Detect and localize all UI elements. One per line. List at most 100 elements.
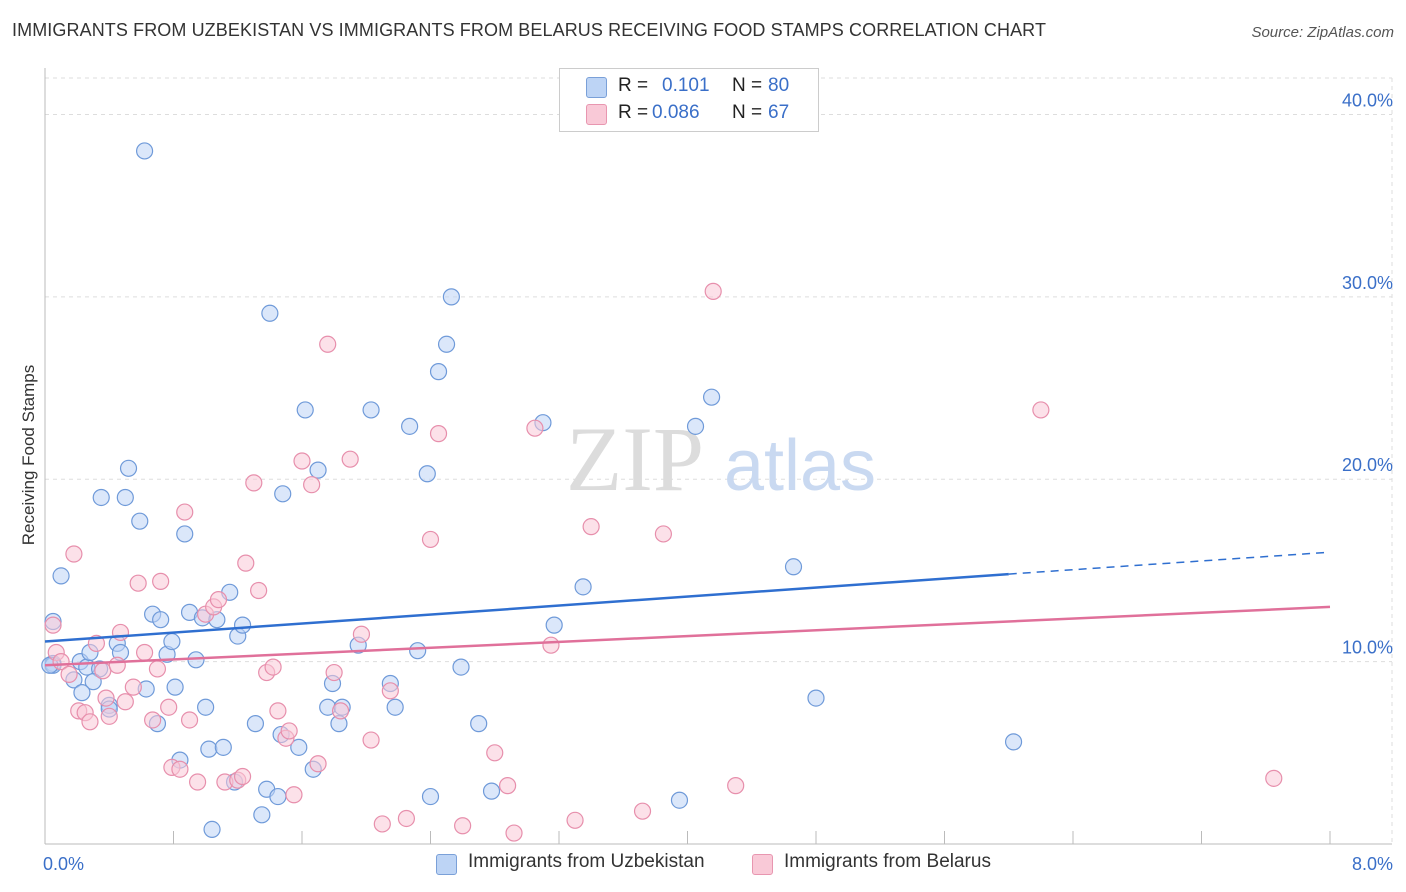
belarus-point xyxy=(81,713,99,731)
belarus-legend-label: Immigrants from Belarus xyxy=(784,851,991,872)
uzbekistan-point xyxy=(253,806,271,824)
uzbekistan-point xyxy=(296,401,314,419)
belarus-point xyxy=(499,777,517,795)
n-label: N = xyxy=(732,102,763,123)
belarus-point xyxy=(309,755,327,773)
belarus-point xyxy=(362,731,380,749)
uzbekistan-point xyxy=(274,485,292,503)
x-tick-label: 0.0% xyxy=(43,854,84,874)
belarus-point xyxy=(60,665,78,683)
uzbekistan-legend-swatch xyxy=(436,854,457,875)
uzbekistan-swatch xyxy=(586,77,607,98)
uzbekistan-point xyxy=(166,678,184,696)
belarus-point xyxy=(526,419,544,437)
uzbekistan-point xyxy=(135,142,154,160)
uzbekistan-point xyxy=(269,787,287,806)
correlation-legend: R = 0.101 N = 80 R = 0.086 N = 67 xyxy=(559,68,819,132)
series-belarus-points xyxy=(44,282,1283,842)
uzbekistan-point xyxy=(163,632,181,651)
belarus-point xyxy=(654,525,673,543)
uzbekistan-trend-line xyxy=(44,572,1009,643)
belarus-point xyxy=(429,425,448,443)
belarus-point xyxy=(237,554,255,572)
uzbekistan-point xyxy=(807,689,825,707)
belarus-point xyxy=(381,682,399,700)
uzbekistan-point xyxy=(421,787,440,806)
uzbekistan-point xyxy=(702,388,721,406)
trend-lines xyxy=(44,551,1331,667)
y-tick-label: 20.0% xyxy=(1342,455,1393,475)
belarus-point xyxy=(97,689,115,707)
uzbekistan-point xyxy=(670,791,689,809)
belarus-point xyxy=(116,693,134,711)
belarus-point xyxy=(331,702,350,720)
n-value: 80 xyxy=(768,75,790,96)
belarus-point xyxy=(293,452,311,470)
belarus-point xyxy=(421,530,440,549)
uzbekistan-point xyxy=(442,288,460,306)
watermark-atlas: atlas xyxy=(724,426,876,506)
uzbekistan-point xyxy=(784,558,803,576)
belarus-legend-swatch xyxy=(752,854,773,875)
belarus-point xyxy=(352,625,371,643)
x-tick-label: 8.0% xyxy=(1352,854,1393,874)
n-label: N = xyxy=(732,75,763,96)
belarus-point xyxy=(280,722,298,740)
uzbekistan-point xyxy=(200,740,218,758)
y-tick-labels: 10.0% 20.0% 30.0% 40.0% xyxy=(1342,90,1393,657)
belarus-point xyxy=(160,698,178,716)
watermark: ZIP atlas xyxy=(566,408,876,510)
belarus-point xyxy=(264,658,282,676)
uzbekistan-point xyxy=(152,611,170,629)
belarus-point xyxy=(505,824,523,842)
belarus-swatch xyxy=(586,104,607,125)
belarus-point xyxy=(633,802,652,820)
series-uzbekistan-points xyxy=(41,142,1023,839)
belarus-point xyxy=(148,660,167,678)
belarus-point xyxy=(176,503,194,521)
uzbekistan-point xyxy=(409,642,427,660)
uzbekistan-legend-label: Immigrants from Uzbekistan xyxy=(468,851,705,872)
y-tick-label: 30.0% xyxy=(1342,273,1393,293)
uzbekistan-trend-extension xyxy=(1008,551,1331,575)
belarus-point xyxy=(100,707,118,725)
uzbekistan-point xyxy=(116,488,134,507)
belarus-point xyxy=(319,335,337,353)
uzbekistan-point xyxy=(176,525,194,543)
source-credit: Source: ZipAtlas.com xyxy=(1251,24,1394,41)
uzbekistan-point xyxy=(429,363,448,381)
uzbekistan-point xyxy=(1004,733,1023,751)
uzbekistan-point xyxy=(197,698,215,716)
belarus-point xyxy=(542,636,560,654)
uzbekistan-point xyxy=(233,616,252,634)
uzbekistan-point xyxy=(401,417,419,435)
uzbekistan-point xyxy=(452,658,470,676)
belarus-point xyxy=(373,815,391,833)
y-tick-label: 40.0% xyxy=(1342,90,1393,110)
belarus-point xyxy=(250,581,268,600)
uzbekistan-point xyxy=(386,698,404,716)
watermark-zip: ZIP xyxy=(566,408,704,510)
belarus-point xyxy=(486,744,504,762)
belarus-point xyxy=(111,623,130,642)
r-label: R = xyxy=(618,75,649,96)
belarus-point xyxy=(397,809,416,828)
r-value: 0.086 xyxy=(652,102,700,123)
belarus-point xyxy=(171,760,189,778)
uzbekistan-point xyxy=(214,738,232,756)
belarus-point xyxy=(180,711,199,729)
uzbekistan-point xyxy=(574,578,592,596)
belarus-point xyxy=(341,450,359,468)
r-value: 0.101 xyxy=(662,75,710,96)
uzbekistan-point xyxy=(84,673,102,691)
belarus-point xyxy=(233,767,252,786)
belarus-point xyxy=(454,817,472,835)
y-axis-label: Receiving Food Stamps xyxy=(19,365,38,545)
uzbekistan-point xyxy=(482,782,501,800)
belarus-point xyxy=(727,777,745,795)
r-label: R = xyxy=(618,102,649,123)
x-tick-labels: 0.0% 8.0% xyxy=(43,854,1393,874)
belarus-point xyxy=(285,786,303,804)
uzbekistan-point xyxy=(92,488,110,507)
